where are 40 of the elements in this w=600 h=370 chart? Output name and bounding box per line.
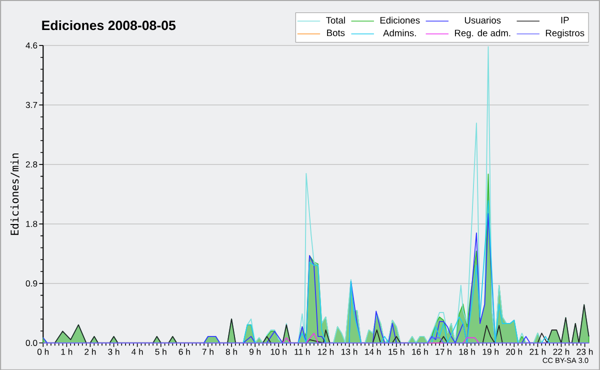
x-tick-label: 3 h — [108, 348, 120, 355]
legend-label: Admins. — [383, 29, 416, 36]
legend-label: Ediciones — [380, 16, 420, 24]
x-tick-label: 13 h — [342, 348, 358, 355]
legend-label: Usuarios — [464, 16, 501, 24]
x-tick-label: 21 h — [530, 348, 546, 355]
x-tick-label: 2 h — [84, 348, 96, 355]
y-tick-label: 2.8 — [26, 161, 38, 168]
y-tick-label: 1.8 — [26, 220, 38, 227]
x-tick-label: 16 h — [412, 348, 428, 355]
x-tick-label: 19 h — [482, 348, 498, 355]
legend-label: Total — [326, 16, 345, 24]
legend-label: IP — [561, 16, 569, 24]
x-tick-label: 8 h — [226, 348, 237, 355]
x-tick-label: 12 h — [318, 348, 334, 355]
x-tick-label: 6 h — [178, 348, 190, 355]
x-tick-label: 14 h — [365, 348, 381, 355]
y-tick-label: 3.7 — [26, 102, 38, 108]
x-tick-label: 15 h — [388, 348, 404, 355]
x-tick-label: 9 h — [249, 348, 261, 355]
y-tick-label: 0.0 — [26, 340, 38, 346]
x-tick-label: 1 h — [61, 348, 72, 355]
x-tick-label: 5 h — [155, 348, 166, 355]
x-tick-label: 7 h — [202, 348, 214, 355]
x-tick-label: 4 h — [132, 348, 143, 355]
x-tick-label: 17 h — [436, 348, 452, 355]
x-tick-label: 18 h — [459, 348, 475, 355]
legend-label: Reg. de adm. — [455, 29, 510, 38]
y-tick-label: 0.9 — [26, 280, 38, 286]
legend-label: Bots — [327, 29, 345, 36]
legend-label: Registros — [546, 29, 584, 38]
chart-title: Ediciones 2008-08-05 — [42, 20, 176, 30]
y-tick-label: 4.6 — [26, 42, 38, 48]
y-axis-title: Ediciones/min — [10, 153, 20, 235]
x-tick-label: 20 h — [506, 348, 522, 355]
x-tick-label: 23 h — [576, 348, 593, 355]
x-tick-label: 11 h — [294, 348, 310, 355]
x-tick-label: 10 h — [270, 348, 286, 355]
x-tick-label: 22 h — [553, 348, 570, 355]
x-tick-label: 0 h — [37, 348, 49, 355]
